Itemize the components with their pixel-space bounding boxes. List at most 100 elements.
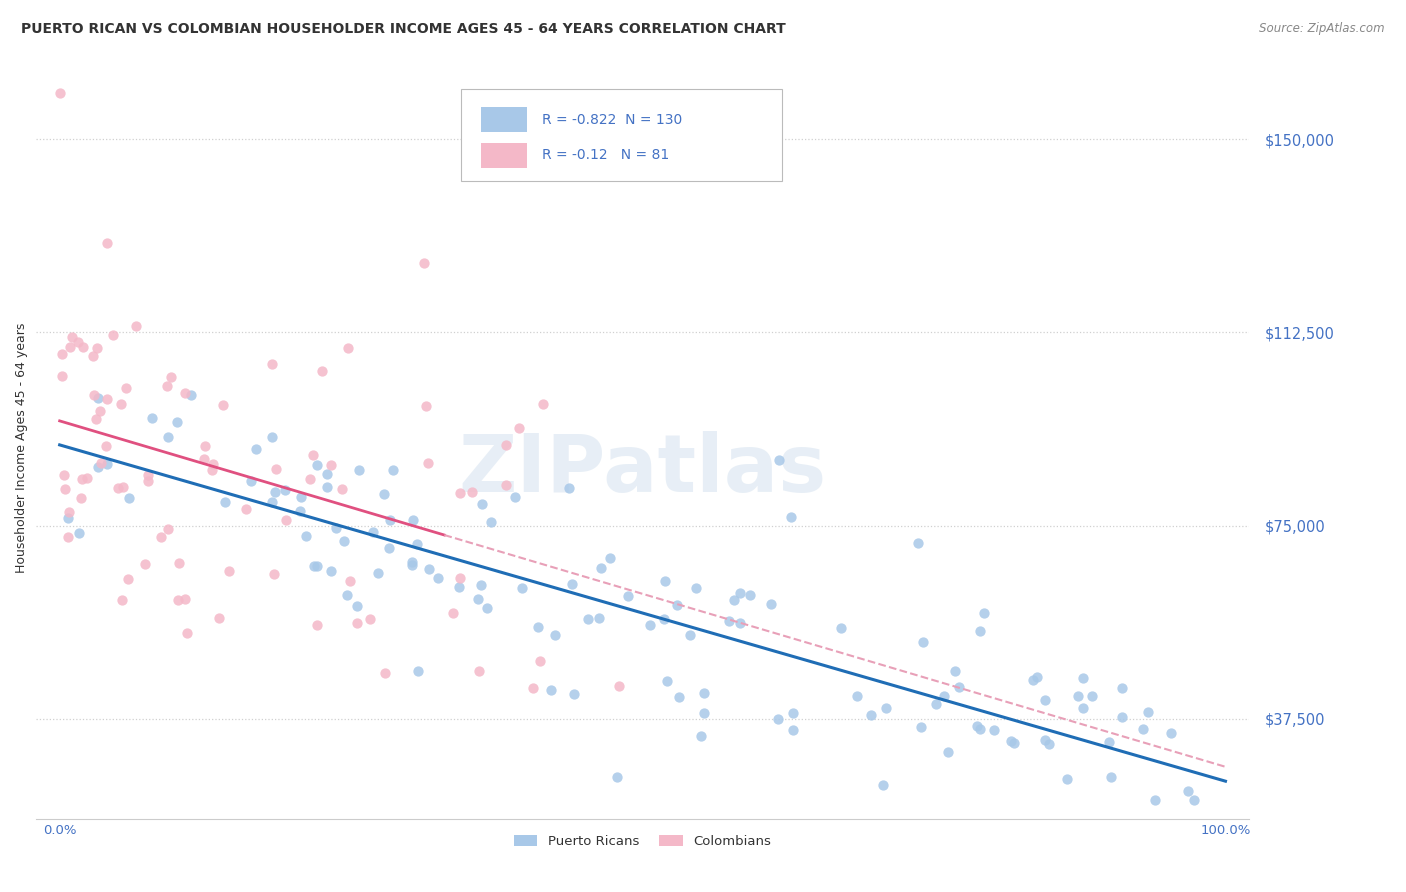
Point xyxy=(471,497,494,511)
Point xyxy=(89,404,111,418)
Point xyxy=(1002,736,1025,750)
Point xyxy=(263,566,285,581)
Point xyxy=(336,588,359,602)
Point xyxy=(1149,829,1171,843)
Point xyxy=(1208,830,1230,844)
Point xyxy=(235,502,257,516)
Point xyxy=(415,400,437,414)
Point xyxy=(1177,783,1199,797)
Y-axis label: Householder Income Ages 45 - 64 years: Householder Income Ages 45 - 64 years xyxy=(15,323,28,574)
Point xyxy=(932,689,955,703)
Point xyxy=(53,482,76,496)
Text: PUERTO RICAN VS COLOMBIAN HOUSEHOLDER INCOME AGES 45 - 64 YEARS CORRELATION CHAR: PUERTO RICAN VS COLOMBIAN HOUSEHOLDER IN… xyxy=(21,22,786,37)
Point xyxy=(401,555,423,569)
Point xyxy=(159,370,181,384)
Point xyxy=(51,347,73,361)
Point xyxy=(447,580,470,594)
Point xyxy=(157,430,180,444)
Point xyxy=(1033,733,1056,747)
Point xyxy=(475,601,498,615)
Point xyxy=(193,452,215,467)
Point xyxy=(101,327,124,342)
Point xyxy=(983,723,1005,737)
Point xyxy=(381,463,404,477)
Point xyxy=(176,625,198,640)
Point xyxy=(510,582,533,596)
Point xyxy=(1160,726,1182,740)
Point xyxy=(1144,793,1167,807)
Point xyxy=(657,673,679,688)
Point xyxy=(416,457,439,471)
Point xyxy=(522,681,544,695)
Point xyxy=(67,526,90,541)
Point xyxy=(288,504,311,518)
Point xyxy=(654,574,676,588)
Point xyxy=(738,588,761,602)
Point xyxy=(925,697,948,711)
Point xyxy=(1111,710,1133,724)
Point xyxy=(668,690,690,705)
Point xyxy=(339,574,361,589)
Text: ZIPatlas: ZIPatlas xyxy=(458,432,827,509)
Point xyxy=(418,562,440,576)
Point xyxy=(167,557,190,571)
Point xyxy=(540,682,562,697)
Point xyxy=(576,612,599,626)
Point xyxy=(558,482,581,496)
Point xyxy=(943,665,966,679)
Point xyxy=(766,712,789,726)
Point xyxy=(346,599,368,614)
Point xyxy=(531,397,554,411)
Point xyxy=(782,706,804,720)
Point xyxy=(305,558,328,573)
Point xyxy=(218,564,240,578)
Point xyxy=(617,589,640,603)
Point xyxy=(155,378,177,392)
Point xyxy=(408,664,430,678)
Point xyxy=(969,722,991,736)
Point xyxy=(90,456,112,470)
Point xyxy=(427,571,450,585)
Point xyxy=(666,598,689,612)
Point xyxy=(166,416,188,430)
Point xyxy=(728,586,751,600)
Point xyxy=(305,458,328,472)
Point xyxy=(589,561,612,575)
Point xyxy=(333,534,356,549)
Point xyxy=(508,421,530,435)
Point xyxy=(48,86,70,100)
Point xyxy=(782,723,804,737)
Point xyxy=(134,557,156,571)
Point xyxy=(718,614,741,628)
Point xyxy=(202,457,225,471)
Point xyxy=(1098,735,1121,749)
Point xyxy=(330,482,353,496)
Point xyxy=(367,566,389,581)
Point xyxy=(907,536,929,550)
Point xyxy=(315,467,337,481)
Point xyxy=(495,477,517,491)
Point xyxy=(157,522,180,536)
Point xyxy=(305,618,328,632)
Point xyxy=(846,690,869,704)
Point xyxy=(138,467,160,482)
Point xyxy=(174,591,197,606)
Point xyxy=(208,611,231,625)
Point xyxy=(180,388,202,402)
Point xyxy=(136,474,159,488)
Point xyxy=(295,529,318,543)
Point xyxy=(304,558,326,573)
Point xyxy=(72,340,94,354)
Point xyxy=(449,571,471,585)
Point xyxy=(51,368,73,383)
Point xyxy=(52,467,75,482)
Point xyxy=(70,491,93,505)
Point xyxy=(58,511,80,525)
Point xyxy=(544,628,567,642)
Point xyxy=(214,495,236,509)
Point xyxy=(374,666,396,681)
Point xyxy=(173,385,195,400)
Point xyxy=(316,480,339,494)
Point xyxy=(768,453,790,467)
Point xyxy=(872,778,894,792)
